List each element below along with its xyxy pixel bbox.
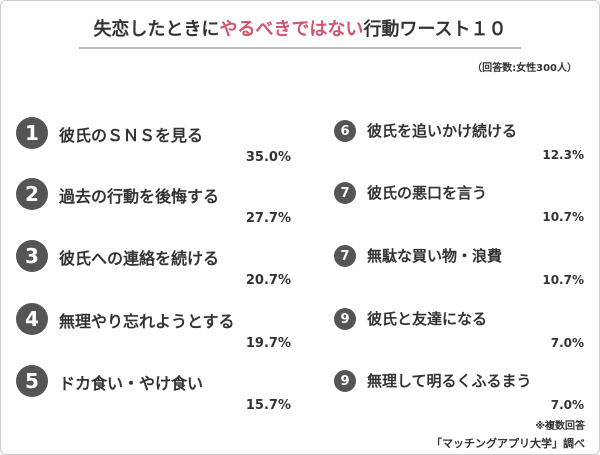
item-label: 彼氏の悪口を言う: [367, 184, 488, 202]
item-label: 無理して明るくふるまう: [367, 372, 532, 390]
item-value: 19.7%: [245, 336, 291, 351]
item-value: 27.7%: [245, 211, 291, 226]
source: 「マッチングアプリ大学」調べ: [431, 437, 585, 450]
item-value: 35.0%: [245, 150, 291, 165]
note: ※複数回答: [535, 421, 585, 432]
title: 失恋したときにやるべきではない行動ワースト１０: [1, 15, 599, 41]
title-part: 失恋したときに: [93, 19, 220, 40]
rank-badge: 5: [16, 365, 48, 397]
rank-badge: 7: [334, 245, 356, 267]
item-value: 10.7%: [542, 210, 584, 224]
item-label: 彼氏への連絡を続ける: [59, 249, 220, 268]
item-label: 彼氏を追いかけ続ける: [367, 122, 518, 140]
title-part: 行動ワースト１０: [363, 19, 507, 40]
title-highlight: やるべきではない: [219, 19, 364, 40]
rank-badge: 1: [16, 117, 48, 149]
item-value: 10.7%: [542, 273, 584, 287]
rank-badge: 3: [16, 240, 48, 272]
rank-badge: 9: [334, 308, 356, 330]
item-label: 過去の行動を後悔する: [59, 187, 220, 206]
rank-badge: 9: [334, 370, 356, 392]
item-label: ドカ食い・やけ食い: [59, 374, 204, 393]
item-label: 彼氏と友達になる: [367, 310, 488, 328]
divider: [79, 47, 521, 49]
item-value: 7.0%: [550, 398, 584, 412]
item-label: 彼氏のＳＮＳを見る: [59, 126, 204, 145]
item-value: 15.7%: [245, 398, 291, 413]
item-value: 12.3%: [542, 148, 584, 162]
rank-badge: 2: [16, 178, 48, 210]
rank-badge: 4: [16, 303, 48, 335]
rank-badge: 7: [334, 182, 356, 204]
item-label: 無理やり忘れようとする: [59, 312, 235, 331]
subtitle: （回答数:女性300人）: [472, 63, 577, 74]
rank-badge: 6: [334, 120, 356, 142]
item-label: 無駄な買い物・浪費: [367, 247, 503, 265]
item-value: 20.7%: [245, 273, 291, 288]
item-value: 7.0%: [550, 336, 584, 350]
